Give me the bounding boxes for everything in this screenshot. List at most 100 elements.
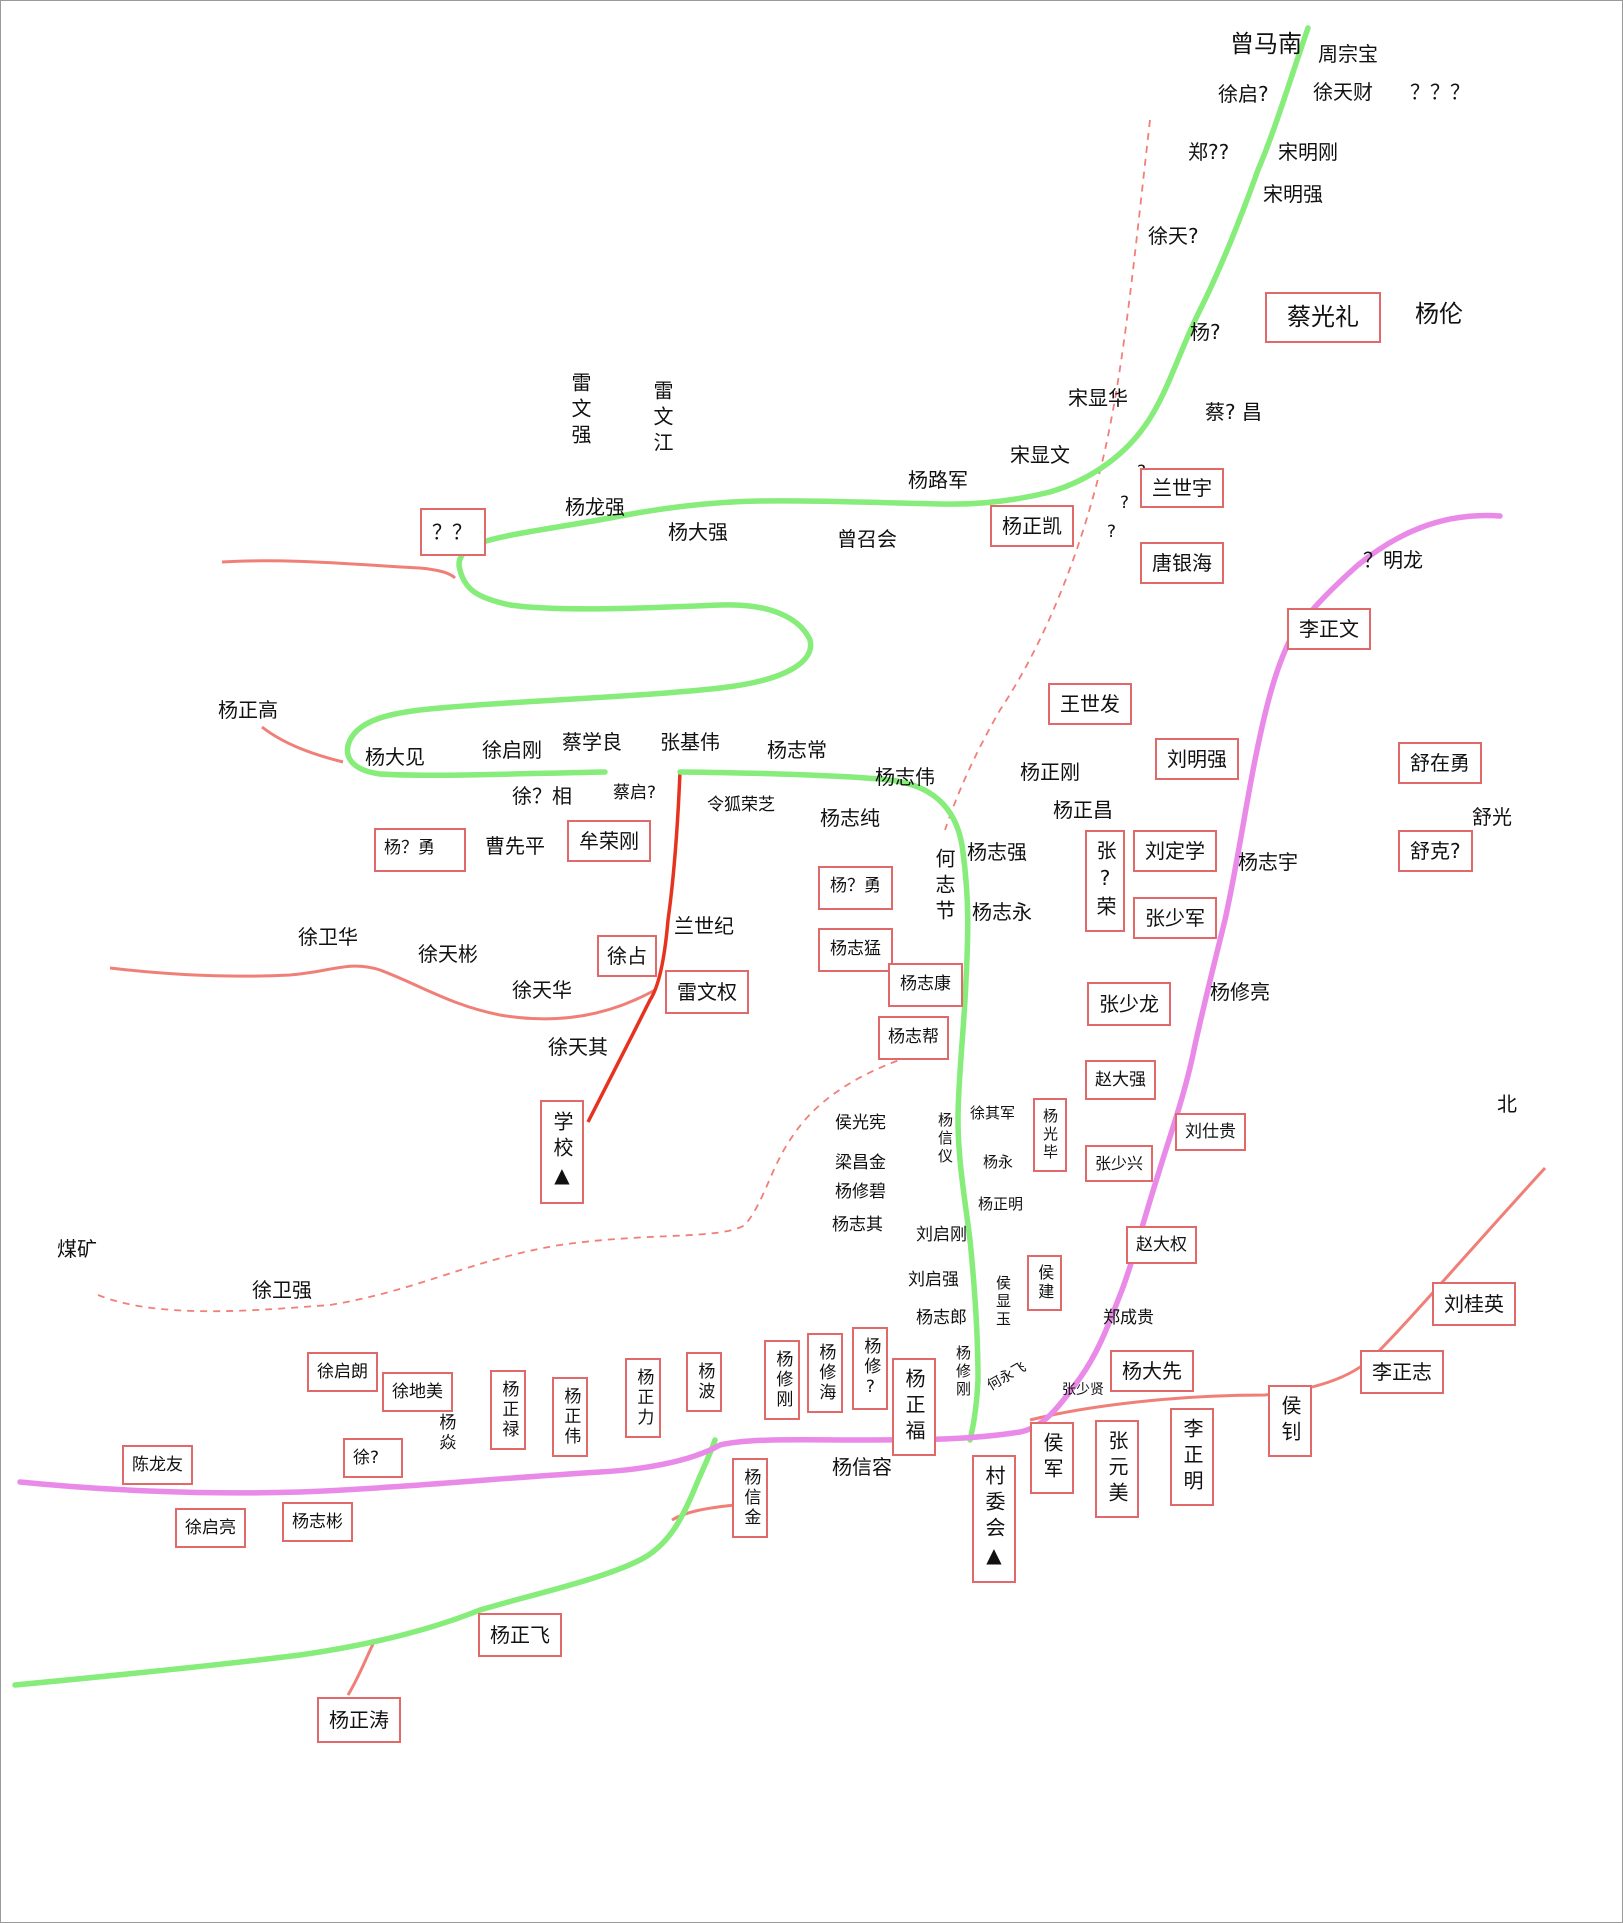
label-hou-xianyu: 侯显玉	[994, 1275, 1012, 1329]
label-zeng-manan: 曾马南	[1230, 30, 1302, 58]
box-yang-zhikang: 杨志康	[888, 963, 963, 1007]
box-hou-zhao: 侯钊	[1268, 1385, 1312, 1457]
pink-road-main	[17, 512, 1503, 1496]
salmon-road-yangxinjin	[671, 1503, 736, 1522]
label-yang-q: 杨?	[1190, 320, 1221, 344]
box-yang-q-yong-1: 杨？勇	[374, 828, 466, 872]
label-yang-zhengming-small: 杨正明	[978, 1195, 1024, 1213]
label-lan-shiji: 兰世纪	[674, 914, 734, 938]
box-yang-guangbi: 杨光毕	[1033, 1098, 1067, 1172]
box-yang-xiu-q: 杨修?	[852, 1327, 889, 1410]
label-xu-tianqi: 徐天其	[548, 1035, 608, 1059]
label-yang-zhichun: 杨志纯	[820, 806, 880, 830]
green-road-main	[344, 25, 1311, 779]
label-yang-lujun: 杨路军	[908, 468, 968, 492]
box-cai-guangli: 蔡光礼	[1265, 292, 1381, 343]
label-yang-daqiang: 杨大强	[668, 520, 728, 544]
label-xu-tian-q: 徐天?	[1148, 224, 1199, 248]
box-yang-zhengfei: 杨正飞	[478, 1613, 562, 1657]
label-q3: ?	[1107, 522, 1117, 542]
box-village-committee: 村委会▲	[972, 1455, 1016, 1583]
box-liu-mingqiang: 刘明强	[1155, 738, 1239, 780]
label-yang-zhenggao: 杨正高	[218, 698, 278, 722]
box-yang-q-yong-2: 杨？勇	[818, 866, 893, 910]
box-liu-shigui: 刘仕贵	[1175, 1113, 1246, 1152]
label-bei: 北	[1497, 1092, 1517, 1116]
box-lan-shiyu: 兰世宇	[1140, 468, 1224, 508]
label-liu-qigang: 刘启刚	[916, 1225, 967, 1245]
box-yang-zhengtao: 杨正涛	[317, 1697, 401, 1743]
box-yang-xiuhai: 杨修海	[807, 1333, 844, 1413]
label-xu-qigang: 徐启刚	[482, 738, 542, 762]
box-zhang-shaoxing: 张少兴	[1085, 1145, 1154, 1183]
label-yang-zhiqiang: 杨志强	[967, 840, 1027, 864]
salmon-road-yangzhengtao	[346, 1639, 377, 1696]
label-yang-dajian: 杨大见	[365, 745, 425, 769]
label-yang-zhiyong: 杨志永	[972, 900, 1032, 924]
salmon-road-yangzhenggao	[261, 725, 344, 764]
label-yang-zhenggang: 杨正刚	[1020, 760, 1080, 784]
box-hou-jian: 侯建	[1027, 1255, 1063, 1311]
label-liu-qiqiang: 刘启强	[908, 1270, 959, 1290]
label-song-minggang: 宋明刚	[1278, 140, 1338, 164]
box-yang-zhibin: 杨志彬	[282, 1502, 353, 1543]
box-chen-longyou: 陈龙友	[122, 1445, 193, 1486]
label-qqq: ？？？	[1410, 80, 1470, 104]
label-song-xianwen: 宋显文	[1010, 443, 1070, 467]
box-tang-yinhai: 唐银海	[1140, 542, 1224, 584]
green-road-southwest	[12, 1437, 718, 1688]
label-yang-xiuliang: 杨修亮	[1210, 980, 1270, 1004]
label-xu-tianhua: 徐天华	[512, 978, 572, 1002]
box-yang-zhimeng: 杨志猛	[818, 928, 893, 972]
label-cai-q-chang: 蔡? 昌	[1205, 400, 1262, 424]
label-xu-weihua: 徐卫华	[298, 925, 358, 949]
box-qq: ？？	[420, 508, 486, 556]
label-yang-zhichang: 杨志常	[767, 738, 827, 762]
box-zhang-q-rong: 张?荣	[1085, 830, 1125, 932]
label-cai-xueliang: 蔡学良	[562, 730, 622, 754]
label-yang-xinrong: 杨信容	[832, 1455, 892, 1479]
label-lei-wenjiang: 雷文江	[650, 380, 674, 458]
label-zhang-shaoxian: 张少贤	[1062, 1382, 1104, 1398]
label-song-mingqiang: 宋明强	[1263, 182, 1323, 206]
box-hou-jun: 侯军	[1030, 1422, 1074, 1494]
box-lei-wenquan: 雷文权	[665, 970, 749, 1014]
red-road-school	[586, 771, 682, 1123]
box-yang-daxian: 杨大先	[1110, 1350, 1194, 1392]
box-school: 学校▲	[540, 1100, 584, 1204]
label-q-minglong: ？明龙	[1363, 548, 1423, 572]
label-song-xianhua: 宋显华	[1068, 386, 1128, 410]
label-xu-tiancai: 徐天财	[1313, 80, 1373, 104]
label-cai-qi-q: 蔡启?	[613, 783, 657, 803]
label-xu-qijun: 徐其军	[970, 1104, 1016, 1122]
box-yang-zhengwei: 杨正伟	[552, 1377, 589, 1457]
label-shu-guang: 舒光	[1472, 805, 1512, 829]
box-xu-zhan: 徐占	[597, 935, 657, 977]
label-zhang-jiwei: 张基伟	[660, 730, 720, 754]
label-zheng-qq: 郑??	[1188, 140, 1230, 164]
box-yang-zhibang: 杨志帮	[878, 1016, 949, 1060]
box-xu-q: 徐?	[343, 1438, 403, 1479]
box-wang-shifa: 王世发	[1048, 683, 1132, 725]
box-yang-zhengli: 杨正力	[625, 1358, 662, 1438]
label-yang-zhiwei: 杨志伟	[875, 765, 935, 789]
label-yang-yong: 杨永	[983, 1153, 1014, 1171]
label-yang-xinyi: 杨信仪	[936, 1112, 954, 1166]
label-linghu-rongzhi: 令狐荣芝	[707, 795, 775, 815]
label-xu-qi-q: 徐启?	[1218, 82, 1269, 106]
box-mou-ronggang: 牟荣刚	[567, 820, 651, 862]
box-li-zhengwen: 李正文	[1287, 608, 1371, 650]
box-xu-qilang: 徐启朗	[307, 1352, 378, 1393]
label-liang-changjin: 梁昌金	[835, 1153, 886, 1173]
label-cao-xianping: 曹先平	[485, 834, 545, 858]
box-yang-zhengfu: 杨正福	[892, 1358, 936, 1456]
label-he-zhijie: 何志节	[932, 848, 956, 926]
label-yang-zhengchang: 杨正昌	[1053, 798, 1113, 822]
label-meikuang: 煤矿	[57, 1237, 97, 1261]
label-zheng-chenggui: 郑成贵	[1103, 1308, 1154, 1328]
box-liu-dingxue: 刘定学	[1133, 830, 1217, 872]
box-yang-zhengkai: 杨正凯	[990, 505, 1074, 547]
label-yang-zhiqi: 杨志其	[832, 1215, 883, 1235]
box-yang-zhenglu: 杨正禄	[490, 1370, 527, 1450]
